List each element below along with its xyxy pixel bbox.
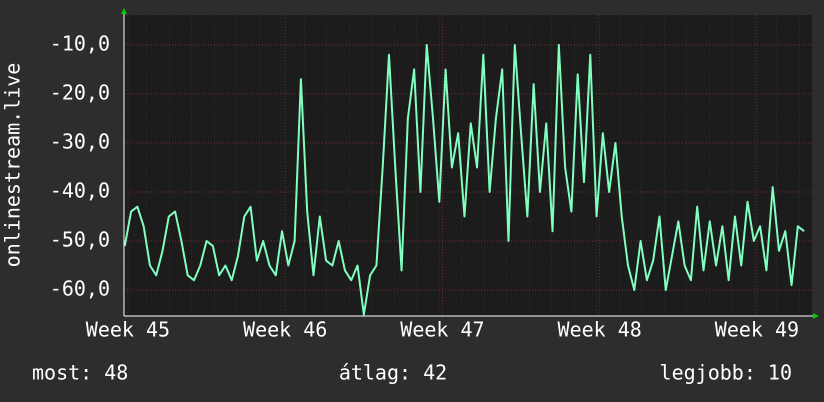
data-line [123,43,805,316]
y-tick-label: -50,0 [50,227,110,251]
footer-average: átlag: 42 [339,361,447,385]
axis-arrow [121,8,127,14]
y-tick-label: -60,0 [50,277,110,301]
x-tick-label: Week 48 [558,318,642,342]
axis-arrow [813,313,819,319]
x-tick-label: Week 47 [400,318,484,342]
y-tick-label: -10,0 [50,31,110,55]
x-tick-label: Week 45 [86,318,170,342]
y-tick-label: -30,0 [50,129,110,153]
y-axis-label: onlinestream.live [1,63,25,268]
footer-current: most: 48 [32,361,128,385]
footer-best: legjobb: 10 [660,361,792,385]
y-tick-label: -20,0 [50,80,110,104]
x-tick-label: Week 46 [243,318,327,342]
x-tick-label: Week 49 [715,318,799,342]
y-tick-label: -40,0 [50,178,110,202]
